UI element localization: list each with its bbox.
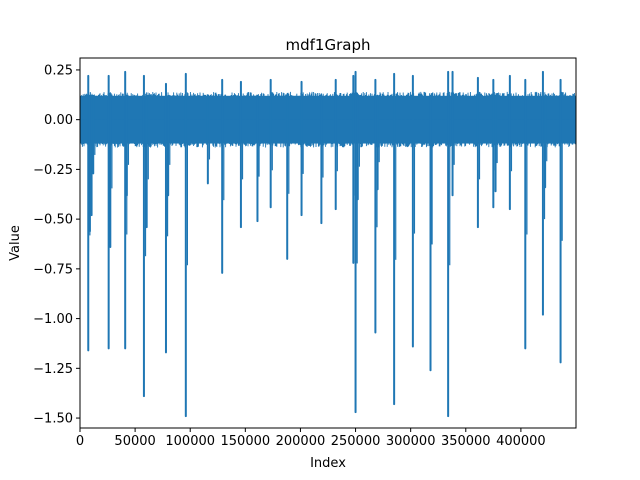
x-tick-label: 300000 xyxy=(386,434,436,449)
chart-title: mdf1Graph xyxy=(286,36,371,54)
y-tick-label: −0.25 xyxy=(33,163,73,178)
x-tick-label: 400000 xyxy=(496,434,546,449)
x-tick-label: 250000 xyxy=(331,434,381,449)
x-tick-label: 350000 xyxy=(441,434,491,449)
plot-frame xyxy=(79,57,577,429)
x-tick-label: 50000 xyxy=(114,434,155,449)
y-tick-label: −0.50 xyxy=(33,213,73,228)
y-tick-label: −1.50 xyxy=(33,412,73,427)
y-tick-label: −0.75 xyxy=(33,262,73,277)
x-tick-label: 150000 xyxy=(221,434,271,449)
y-tick-label: 0.00 xyxy=(44,113,73,128)
y-axis-label: Value xyxy=(8,225,23,261)
y-tick-label: −1.00 xyxy=(33,312,73,327)
y-tick-label: −1.25 xyxy=(33,362,73,377)
x-axis-label: Index xyxy=(310,456,346,471)
x-tick-label: 100000 xyxy=(165,434,215,449)
y-tick-label: 0.25 xyxy=(44,63,73,78)
x-tick-label: 200000 xyxy=(276,434,326,449)
series-noise-lower xyxy=(80,119,576,148)
x-tick-label: 0 xyxy=(76,434,84,449)
ticks-layer: 0 50000 100000 150000 200000 250000 300000 3500… xyxy=(33,63,546,449)
series-layer xyxy=(80,70,576,418)
